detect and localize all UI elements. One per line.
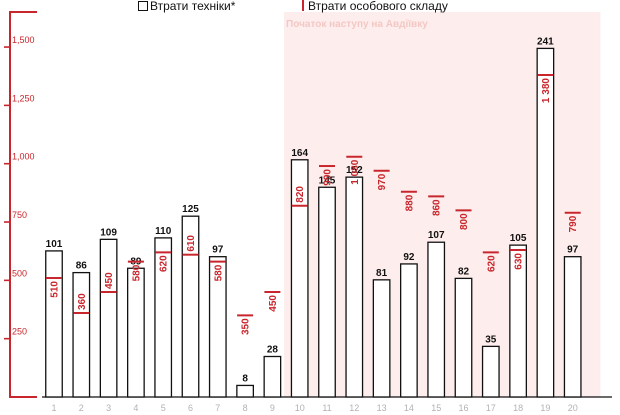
equipment-bar [509,244,528,398]
x-tick-label: 4 [133,403,138,413]
equipment-bar [208,256,227,398]
personnel-value-label: 970 [377,173,388,190]
equipment-value-label: 35 [485,334,497,345]
y-tick-label: 500 [12,268,27,278]
equipment-bar [45,250,63,398]
legend-equipment: Втрати техніки* [138,0,235,12]
personnel-value-label: 350 [241,318,252,335]
equipment-bar [427,241,446,398]
personnel-value-label: 450 [104,272,115,289]
x-tick-label: 17 [486,403,496,413]
x-tick-label: 12 [349,403,359,413]
y-tick-label: 250 [12,327,27,337]
equipment-bar [318,186,336,398]
equipment-bar [154,237,173,398]
equipment-value-label: 8 [242,373,248,384]
x-tick-label: 10 [295,403,305,413]
personnel-value-label: 580 [131,264,142,281]
equipment-bar [372,279,391,398]
equipment-bar [563,256,582,398]
equipment-value-label: 101 [46,239,63,250]
y-tick-label: 1,000 [12,152,35,162]
x-tick-label: 7 [215,403,220,413]
equipment-bar [99,238,118,398]
x-tick-label: 2 [79,403,84,413]
equipment-value-label: 92 [403,252,415,263]
equipment-value-label: 82 [458,266,470,277]
equipment-value-label: 110 [155,226,172,237]
equipment-bar [290,159,309,398]
equipment-bar [454,277,473,398]
personnel-value-label: 800 [459,213,470,230]
x-tick-label: 8 [243,403,248,413]
y-tick-label: 750 [12,210,27,220]
personnel-value-label: 820 [295,186,306,203]
legend-personnel: Втрати особового складу [302,0,448,12]
equipment-bar [236,384,255,398]
personnel-value-label: 620 [486,255,497,272]
equipment-value-label: 86 [76,261,88,272]
x-tick-label: 1 [51,403,56,413]
equipment-value-label: 97 [212,245,224,256]
personnel-value-label: 620 [159,255,170,272]
x-tick-label: 15 [431,403,441,413]
equipment-value-label: 107 [428,230,445,241]
equipment-value-label: 97 [567,245,579,256]
equipment-bar [481,345,500,398]
personnel-value-label: 990 [323,169,334,186]
equipment-bar [536,47,555,398]
personnel-value-label: 790 [568,215,579,232]
personnel-value-label: 860 [432,199,443,216]
x-tick-label: 9 [270,403,275,413]
personnel-value-label: 360 [77,293,88,310]
personnel-value-label: 450 [268,295,279,312]
x-tick-label: 6 [188,403,193,413]
offensive-annotation: Початок наступу на Авдіївку [286,19,428,30]
equipment-value-label: 125 [182,204,199,215]
legend: Втрати техніки* Втрати особового складу [0,0,620,14]
equipment-bar [181,215,200,398]
personnel-value-label: 630 [514,253,525,270]
x-tick-label: 3 [106,403,111,413]
personnel-value-label: 880 [404,194,415,211]
x-tick-label: 13 [377,403,387,413]
personnel-value-label: 1 030 [350,159,361,184]
equipment-bar [127,267,145,398]
personnel-value-label: 510 [50,281,61,298]
x-tick-label: 16 [458,403,468,413]
equipment-value-label: 164 [291,148,308,159]
equipment-bar [345,176,364,398]
personnel-value-label: 610 [186,235,197,252]
x-tick-label: 19 [540,403,550,413]
equipment-value-label: 152 [346,165,363,176]
x-tick-label: 5 [161,403,166,413]
legend-personnel-swatch [302,0,304,11]
equipment-value-label: 81 [376,268,388,279]
equipment-value-label: 241 [537,36,554,47]
legend-equipment-label: Втрати техніки* [150,0,236,13]
equipment-value-label: 105 [510,233,527,244]
equipment-value-label: 28 [267,344,279,355]
legend-personnel-label: Втрати особового складу [308,0,448,13]
y-tick-label: 1,500 [12,35,35,45]
x-tick-label: 20 [568,403,578,413]
personnel-value-label: 1 380 [541,78,552,103]
personnel-value-label: 580 [213,264,224,281]
equipment-value-label: 109 [100,227,117,238]
x-tick-label: 11 [322,403,331,413]
y-tick-label: 1,250 [12,93,35,103]
equipment-bar [72,271,91,398]
x-tick-label: 14 [404,403,414,413]
equipment-bar [399,263,418,398]
x-tick-label: 18 [513,403,523,413]
equipment-bar [263,355,282,398]
legend-equipment-swatch [138,1,148,11]
equipment-value-label: 145 [319,175,336,186]
